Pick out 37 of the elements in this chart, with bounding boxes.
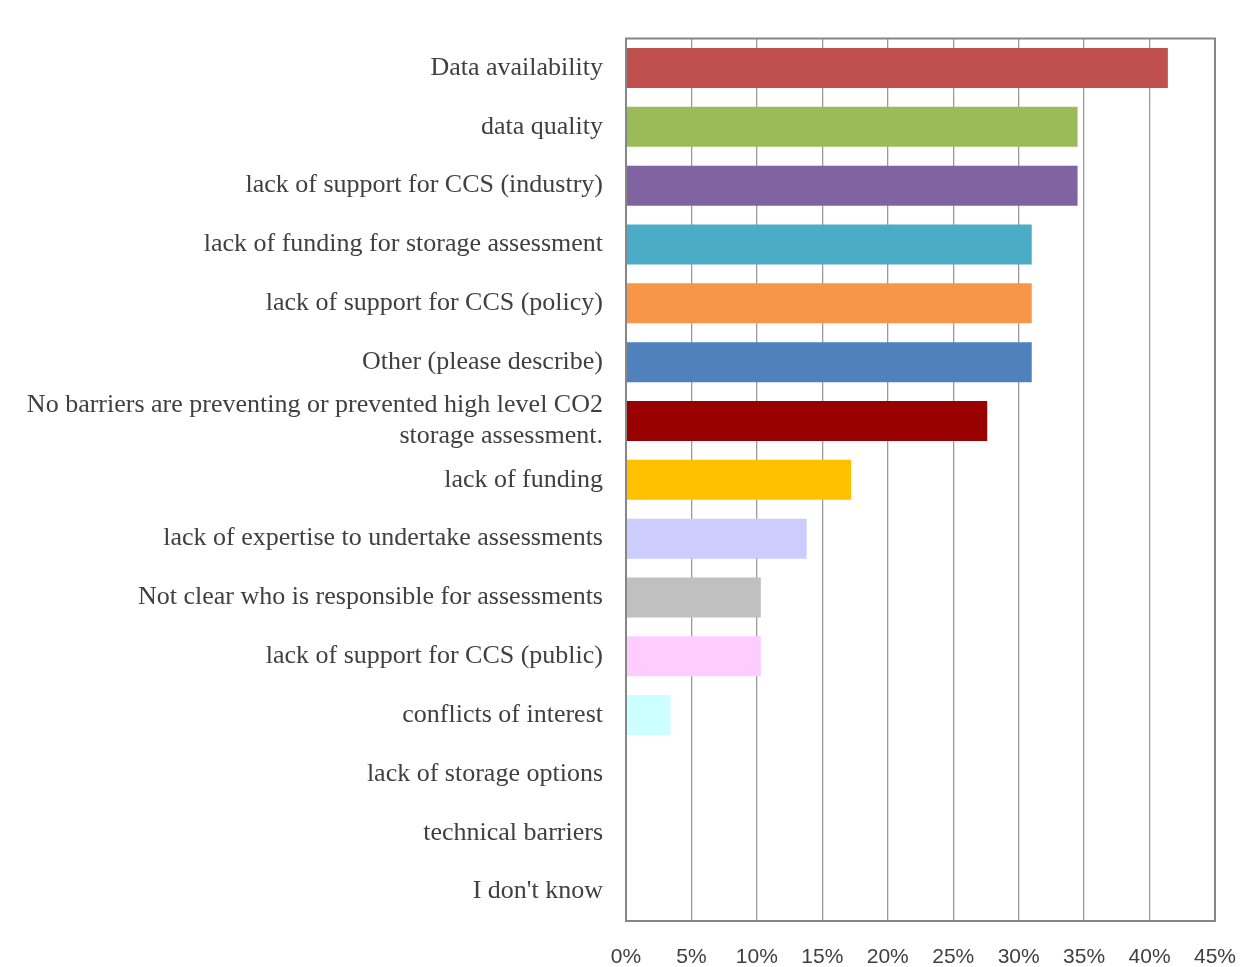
- y-tick-label: I don't know: [472, 875, 604, 905]
- x-tick-label: 10%: [735, 944, 778, 967]
- bar: [626, 577, 761, 618]
- x-tick-label: 0%: [610, 944, 642, 967]
- y-tick-label: lack of funding: [444, 463, 603, 493]
- x-tick-label: 40%: [1128, 944, 1171, 967]
- x-tick-label: 35%: [1063, 944, 1106, 967]
- bar: [626, 459, 852, 500]
- bar: [626, 518, 807, 559]
- bar: [626, 106, 1078, 147]
- bar: [626, 636, 761, 677]
- bar: [626, 224, 1032, 265]
- bar: [626, 283, 1032, 324]
- x-tick-label: 45%: [1193, 944, 1236, 967]
- x-tick-label: 5%: [676, 944, 707, 967]
- y-tick-label: lack of support for CCS (policy): [265, 287, 603, 317]
- y-tick-label: No barriers are preventing or prevented high level CO2 storage assessment.: [26, 389, 603, 450]
- x-tick-label: 20%: [866, 944, 909, 967]
- y-tick-label: Other (please describe): [361, 345, 603, 375]
- bar: [626, 48, 1168, 89]
- y-tick-label: data quality: [480, 110, 603, 140]
- y-tick-label: Not clear who is responsible for assessments: [137, 581, 603, 611]
- y-tick-label: lack of support for CCS (public): [265, 640, 603, 670]
- bar: [626, 400, 988, 441]
- bar: [626, 695, 671, 736]
- y-tick-label: lack of storage options: [366, 757, 603, 787]
- bar: [626, 342, 1032, 383]
- y-tick-label: lack of support for CCS (industry): [245, 169, 603, 199]
- y-tick-label: conflicts of interest: [402, 698, 604, 728]
- y-tick-label: lack of funding for storage assessment: [203, 228, 604, 258]
- x-tick-label: 15%: [801, 944, 844, 967]
- x-tick-label: 30%: [997, 944, 1040, 967]
- x-tick-label: 25%: [932, 944, 975, 967]
- y-tick-label: lack of expertise to undertake assessments: [163, 522, 603, 552]
- y-tick-label: technical barriers: [423, 816, 603, 846]
- bar: [626, 165, 1078, 206]
- y-tick-label: Data availability: [430, 51, 603, 81]
